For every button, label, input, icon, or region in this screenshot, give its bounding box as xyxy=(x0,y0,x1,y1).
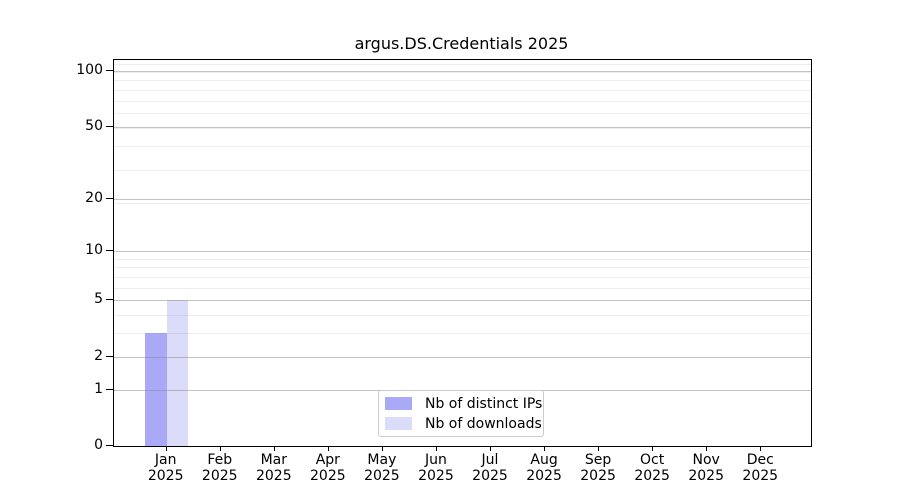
x-tick-label-year: 2025 xyxy=(472,468,508,484)
x-tick-label: Jan 2025 xyxy=(136,452,196,484)
x-tick-label-year: 2025 xyxy=(526,468,562,484)
x-tick-label-month: Jul xyxy=(481,452,499,468)
gridline-major xyxy=(114,71,811,73)
x-tick-label-year: 2025 xyxy=(742,468,779,484)
y-tick-label: 5 xyxy=(94,291,103,308)
bar-downloads xyxy=(166,300,189,446)
x-tick-mark xyxy=(652,446,654,451)
x-tick-label: Jul 2025 xyxy=(460,452,520,484)
bar-distinct-ips xyxy=(145,333,167,446)
y-tick-mark xyxy=(106,355,113,357)
x-tick-label-year: 2025 xyxy=(418,468,454,484)
x-tick-label-month: Jan xyxy=(154,452,177,468)
gridline-major xyxy=(114,356,811,358)
legend-label-downloads: Nb of downloads xyxy=(425,415,542,432)
y-tick-mark xyxy=(106,70,113,72)
x-tick-label-month: Feb xyxy=(207,452,233,468)
y-tick-label: 50 xyxy=(85,117,103,134)
legend-item-downloads: Nb of downloads xyxy=(385,416,542,432)
y-tick-mark xyxy=(106,125,113,127)
gridline-minor xyxy=(114,287,811,289)
chart-title: argus.DS.Credentials 2025 xyxy=(354,34,569,53)
x-tick-mark xyxy=(706,446,708,451)
x-tick-label-month: Dec xyxy=(746,452,774,468)
x-tick-label: Jun 2025 xyxy=(406,452,466,484)
x-tick-label-year: 2025 xyxy=(147,468,184,484)
gridline-minor xyxy=(114,64,811,66)
y-tick-label: 20 xyxy=(85,189,103,206)
y-tick-label: 100 xyxy=(76,62,103,79)
x-tick-mark xyxy=(435,446,437,451)
gridline-major xyxy=(114,251,811,253)
gridline-minor xyxy=(114,113,811,115)
x-tick-mark xyxy=(381,446,383,451)
y-tick-label: 1 xyxy=(94,380,103,397)
y-tick-mark xyxy=(106,299,113,301)
x-tick-label-month: Nov xyxy=(692,452,720,468)
legend-item-distinct-ips: Nb of distinct IPs xyxy=(385,396,542,412)
gridline-major xyxy=(114,198,811,200)
legend: Nb of distinct IPs Nb of downloads xyxy=(378,390,544,437)
legend-label-distinct-ips: Nb of distinct IPs xyxy=(425,395,543,412)
gridline-minor xyxy=(114,202,811,204)
x-tick-label: May 2025 xyxy=(352,452,412,484)
plot-area xyxy=(113,59,812,447)
x-tick-label-year: 2025 xyxy=(364,468,400,484)
x-tick-mark xyxy=(327,446,329,451)
x-tick-label-year: 2025 xyxy=(255,468,292,484)
x-tick-mark xyxy=(165,446,167,451)
x-tick-mark xyxy=(273,446,275,451)
gridline-minor xyxy=(114,267,811,269)
x-tick-label: Oct 2025 xyxy=(622,452,682,484)
y-tick-label: 10 xyxy=(85,242,103,259)
x-tick-mark xyxy=(490,446,491,451)
y-tick-mark xyxy=(106,250,113,252)
gridline-minor xyxy=(114,169,811,171)
x-tick-label: Sep 2025 xyxy=(568,452,628,484)
x-tick-label-year: 2025 xyxy=(310,468,346,484)
x-tick-label: Nov 2025 xyxy=(676,452,736,484)
y-tick-mark xyxy=(106,388,113,390)
gridline-minor xyxy=(114,146,811,148)
x-tick-label: Apr 2025 xyxy=(298,452,358,484)
x-tick-label: Mar 2025 xyxy=(244,452,304,484)
x-tick-mark xyxy=(219,446,221,451)
gridline-minor xyxy=(114,277,811,279)
x-tick-label-month: Apr xyxy=(315,452,340,468)
y-tick-label: 0 xyxy=(94,437,103,453)
x-tick-label: Aug 2025 xyxy=(514,452,574,484)
gridline-minor xyxy=(114,71,811,73)
x-tick-label-month: May xyxy=(367,452,397,468)
gridline-minor xyxy=(114,128,811,130)
x-tick-label-month: Jun xyxy=(425,452,447,468)
x-tick-label-month: Oct xyxy=(640,452,665,468)
gridline-minor xyxy=(114,100,811,102)
x-tick-label-year: 2025 xyxy=(634,468,670,484)
gridline-minor xyxy=(114,258,811,260)
x-tick-mark xyxy=(760,446,762,451)
gridline-minor xyxy=(114,80,811,82)
x-tick-mark xyxy=(598,446,600,451)
gridline-major xyxy=(114,300,811,302)
legend-swatch-distinct-ips xyxy=(385,397,412,410)
x-tick-label-month: Mar xyxy=(260,452,287,468)
x-tick-label-month: Sep xyxy=(584,452,612,468)
x-tick-mark xyxy=(544,446,546,451)
y-tick-mark xyxy=(106,197,113,199)
x-tick-label-year: 2025 xyxy=(201,468,238,484)
x-tick-label-year: 2025 xyxy=(580,468,616,484)
y-tick-label: 2 xyxy=(94,347,103,364)
gridline-minor xyxy=(114,333,811,335)
legend-swatch-downloads xyxy=(385,417,412,430)
x-tick-label-year: 2025 xyxy=(688,468,724,484)
y-tick-mark xyxy=(106,445,113,446)
x-tick-label: Feb 2025 xyxy=(190,452,250,484)
gridline-minor xyxy=(114,315,811,317)
x-tick-label-month: Aug xyxy=(530,452,558,468)
x-tick-label: Dec 2025 xyxy=(730,452,790,484)
gridline-major xyxy=(114,126,811,128)
gridline-minor xyxy=(114,89,811,91)
